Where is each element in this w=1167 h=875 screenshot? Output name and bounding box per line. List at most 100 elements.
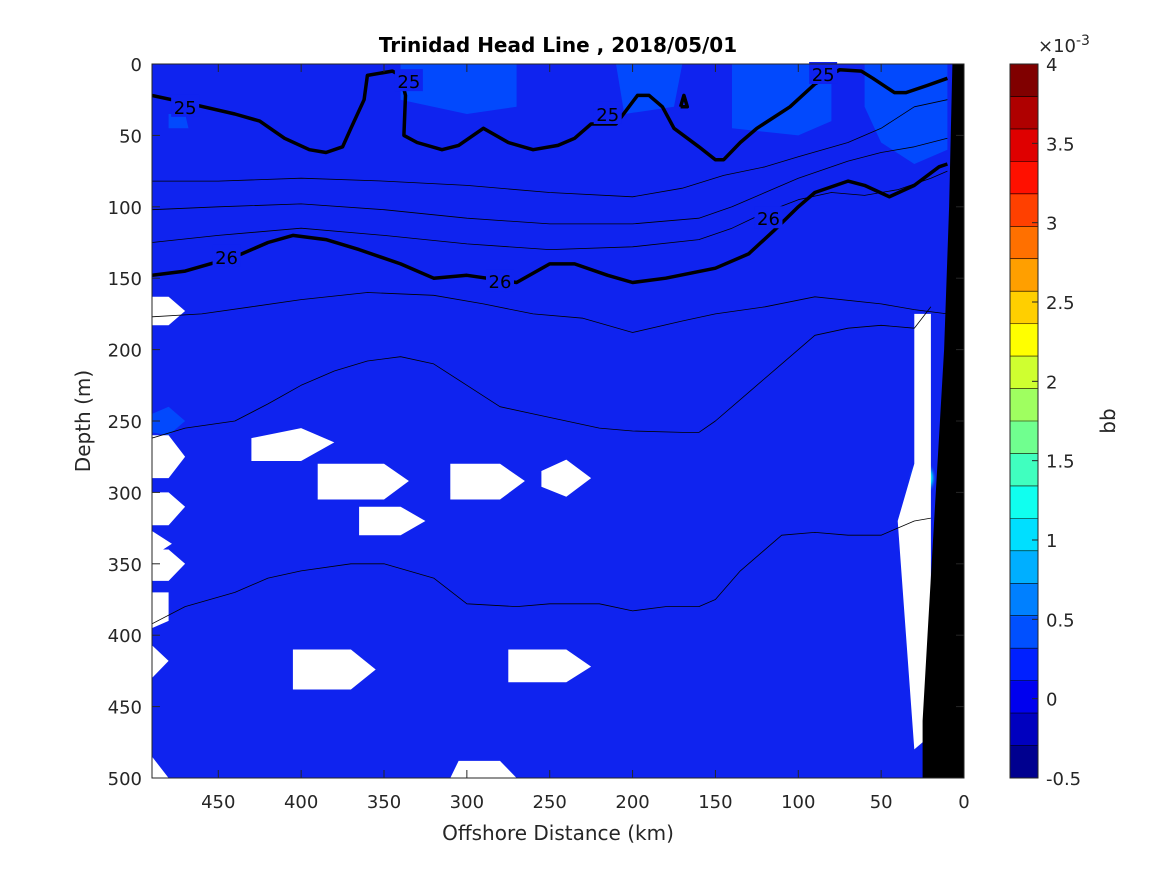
missing-data-blob (541, 459, 592, 497)
contour-label-bg (809, 61, 838, 84)
surface-patch (732, 64, 832, 136)
colorbar-frame (1009, 63, 1039, 779)
y-tick-label: 50 (119, 126, 142, 147)
colorbar-exponent-power: -3 (1076, 33, 1090, 49)
colorbar-swatch (1010, 388, 1038, 422)
x-tick-label: 100 (781, 792, 815, 813)
contour-label: 25 (174, 98, 197, 119)
colorbar-swatch (1010, 583, 1038, 617)
surface-patch (616, 64, 683, 114)
isopycnal-bold (152, 67, 948, 162)
colorbar (1009, 63, 1039, 779)
colorbar-tick-label: 2.5 (1046, 293, 1075, 314)
contour-label: 25 (397, 72, 420, 93)
colorbar-tick-label: 0.5 (1046, 610, 1075, 631)
contour-label-bg (754, 206, 783, 229)
missing-data-blob (152, 296, 186, 326)
missing-data-blob (292, 649, 376, 690)
contour-label-bg (212, 244, 241, 267)
contour-label: 25 (812, 65, 835, 86)
y-tick-label: 300 (108, 483, 142, 504)
contour-label-bg (171, 94, 200, 117)
missing-data-blobs (152, 296, 931, 778)
contour-label: 26 (215, 248, 238, 269)
contour-label-bg (486, 269, 514, 292)
missing-data-blob (359, 506, 426, 536)
colorbar-swatch (1010, 713, 1038, 747)
colorbar-tick-label: 2 (1046, 372, 1057, 393)
surface-patches (152, 64, 948, 436)
x-tick-label: 250 (533, 792, 567, 813)
missing-data-blob (450, 463, 525, 500)
contour-label-bg (593, 101, 622, 124)
bathymetry (922, 64, 964, 778)
colorbar-swatch (1010, 323, 1038, 357)
colorbar-swatch (1010, 193, 1038, 227)
colorbar-swatch (1010, 745, 1038, 779)
y-tick-label: 500 (108, 769, 142, 790)
y-tick-label: 150 (108, 269, 142, 290)
isopycnal (152, 170, 948, 251)
colorbar-swatch (1010, 128, 1038, 162)
colorbar-swatch (1010, 226, 1038, 260)
plot-area (152, 64, 964, 778)
isopycnal (152, 137, 948, 225)
colorbar-swatch (1010, 615, 1038, 649)
colorbar-tick-label: 0 (1046, 690, 1057, 711)
surface-patch (152, 406, 186, 436)
x-tick-label: 400 (284, 792, 318, 813)
contour-label: 25 (596, 105, 619, 126)
isopycnal (152, 99, 948, 198)
contour-labels: 25 25 25 25 26 26 26 (171, 61, 838, 293)
y-axis-label: Depth (m) (71, 370, 95, 472)
colorbar-tick-label: 4 (1046, 55, 1057, 76)
colorbar-swatch (1010, 453, 1038, 487)
y-tick-label: 250 (108, 412, 142, 433)
colorbar-tick-label: 1.5 (1046, 452, 1075, 473)
y-tick-label: 400 (108, 626, 142, 647)
colorbar-ticks: -0.5 0 0.5 1 1.5 2 2.5 3 3.5 4 (1032, 55, 1081, 790)
colorbar-swatch (1010, 291, 1038, 325)
missing-data-blob (152, 645, 169, 678)
colorbar-swatch (1010, 258, 1038, 292)
y-axis: 0 50 100 150 200 250 300 350 400 450 500 (108, 55, 964, 790)
x-tick-label: 50 (870, 792, 893, 813)
y-tick-label: 0 (131, 55, 142, 76)
y-tick-label: 100 (108, 198, 142, 219)
y-tick-label: 200 (108, 341, 142, 362)
colorbar-label: bb (1096, 408, 1120, 433)
isopycnal-bold (152, 162, 948, 285)
missing-data-blob (152, 549, 186, 581)
contour-label: 26 (757, 209, 780, 230)
colorbar-swatch (1010, 96, 1038, 130)
missing-data-blob (897, 313, 931, 750)
x-tick-label: 300 (450, 792, 484, 813)
missing-data-blob (152, 492, 186, 526)
colorbar-tick-label: 3.5 (1046, 134, 1075, 155)
surface-patch (168, 114, 189, 129)
isopycnal (152, 292, 948, 333)
colorbar-swatch (1010, 64, 1038, 97)
chart-title: Trinidad Head Line , 2018/05/01 (379, 33, 737, 57)
x-tick-label: 200 (615, 792, 649, 813)
contour-label-bg (394, 69, 423, 92)
missing-data-blob (152, 435, 186, 479)
contour-label: 26 (489, 272, 512, 293)
colorbar-tick-label: 3 (1046, 214, 1057, 235)
colorbar-exponent: ×10-3 (1038, 33, 1090, 57)
colorbar-swatch (1010, 356, 1038, 390)
isopycnal-bold (678, 93, 690, 109)
surface-patch (864, 64, 948, 164)
colorbar-tick-label: 1 (1046, 531, 1057, 552)
colorbar-swatch (1010, 680, 1038, 714)
bathymetry-layer (922, 64, 964, 778)
missing-data-blob (317, 463, 409, 500)
x-tick-label: 350 (367, 792, 401, 813)
x-tick-label: 450 (201, 792, 235, 813)
isopycnal-contours (152, 67, 948, 625)
missing-data-blob (152, 756, 169, 778)
colorbar-swatch (1010, 648, 1038, 682)
missing-data-blob (251, 428, 335, 461)
isopycnal (152, 306, 932, 439)
